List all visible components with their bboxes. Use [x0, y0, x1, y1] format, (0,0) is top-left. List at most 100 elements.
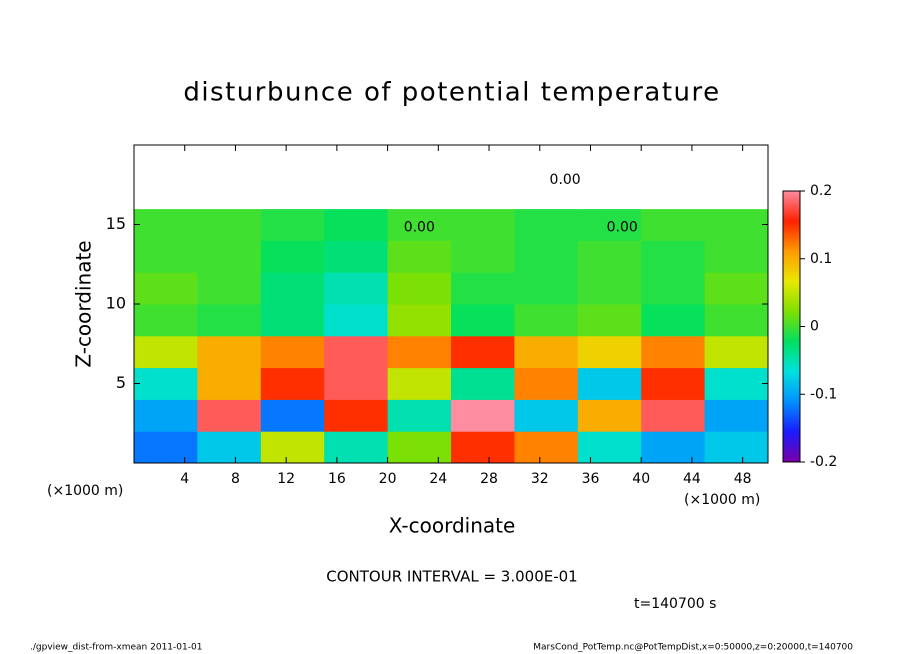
heat-cell [577, 240, 642, 273]
heat-cell [451, 399, 515, 432]
heat-cell [197, 399, 262, 432]
heat-cell [387, 367, 452, 400]
contour-interval: CONTOUR INTERVAL = 3.000E-01 [326, 568, 577, 586]
x-tick-label: 12 [277, 471, 295, 487]
colorbar-tick-label: 0.2 [810, 183, 832, 199]
footer-left: ./gpview_dist-from-xmean 2011-01-01 [30, 643, 202, 653]
heat-cell [387, 208, 452, 241]
heat-cell [514, 367, 579, 400]
x-tick-label: 48 [734, 471, 752, 487]
heat-cell [260, 304, 325, 337]
contour-label: 0.00 [550, 172, 581, 188]
heat-cell [324, 367, 389, 400]
heat-cell [387, 335, 452, 369]
contour-label: 0.00 [404, 220, 435, 236]
heat-cell [514, 145, 579, 178]
heat-cell [197, 145, 262, 178]
heat-cell [704, 145, 769, 178]
x-tick-label: 36 [582, 471, 600, 487]
y-unit: (×1000 m) [47, 483, 123, 499]
heat-cell [197, 240, 262, 273]
heat-cell [704, 367, 769, 400]
heat-cell [641, 272, 706, 305]
x-unit: (×1000 m) [684, 492, 760, 508]
x-tick-label: 44 [683, 471, 701, 487]
y-axis-label: Z-coordinate [72, 240, 96, 367]
heat-cell [134, 176, 198, 210]
heat-cell [514, 208, 579, 241]
heat-cell [704, 431, 769, 464]
x-tick-label: 4 [180, 471, 189, 487]
heat-cell [260, 208, 325, 241]
heat-cell [577, 208, 642, 241]
heat-cell [134, 272, 198, 305]
heat-cell [197, 272, 262, 305]
heat-cell [197, 431, 262, 464]
colorbar-tick-label: -0.1 [810, 386, 837, 402]
heat-cell [451, 304, 515, 337]
heat-cell [704, 176, 769, 210]
heat-cell [324, 240, 389, 273]
heat-cell [641, 399, 706, 432]
heat-cell [134, 208, 198, 241]
heat-cell [577, 272, 642, 305]
heat-cell [324, 208, 389, 241]
heat-cell [260, 431, 325, 464]
heat-cell [514, 176, 579, 210]
heat-cell [134, 367, 198, 400]
heat-cell [577, 304, 642, 337]
heat-cell [704, 335, 769, 369]
heat-cell [324, 176, 389, 210]
x-tick-label: 16 [328, 471, 346, 487]
heat-cell [577, 176, 642, 210]
heat-cell [451, 145, 515, 178]
heat-cell [387, 399, 452, 432]
heat-cell [451, 272, 515, 305]
heat-cell [387, 176, 452, 210]
heat-cell [324, 272, 389, 305]
heat-cell [451, 335, 515, 369]
x-tick-label: 24 [429, 471, 447, 487]
y-tick-label: 10 [106, 294, 126, 313]
heat-cell [451, 431, 515, 464]
heat-cell [641, 176, 706, 210]
heat-cell [704, 240, 769, 273]
heat-cell [514, 304, 579, 337]
heat-cell [387, 431, 452, 464]
heat-cell [641, 240, 706, 273]
heat-cell [641, 335, 706, 369]
heat-cell [514, 272, 579, 305]
heat-cell [514, 335, 579, 369]
heat-cell [514, 431, 579, 464]
contour-label: 0.00 [607, 220, 638, 236]
heat-cell [451, 176, 515, 210]
chart-title: disturbunce of potential temperature [183, 78, 720, 108]
heat-cell [451, 240, 515, 273]
heat-cell [641, 208, 706, 241]
heat-cell [514, 240, 579, 273]
heat-cell [641, 145, 706, 178]
x-axis-label: X-coordinate [389, 514, 516, 538]
heat-cell [197, 208, 262, 241]
heat-cell [260, 240, 325, 273]
heat-cell [641, 304, 706, 337]
x-tick-label: 20 [379, 471, 397, 487]
heat-cell [577, 367, 642, 400]
heat-cell [260, 367, 325, 400]
heat-cell [324, 145, 389, 178]
x-tick-label: 28 [480, 471, 498, 487]
heat-cell [260, 272, 325, 305]
heat-cell [641, 367, 706, 400]
heat-cell [387, 145, 452, 178]
heat-cell [197, 176, 262, 210]
heat-cell [577, 399, 642, 432]
heat-cell [260, 335, 325, 369]
y-tick-label: 15 [106, 214, 126, 233]
heat-cell [704, 304, 769, 337]
heat-cell [641, 431, 706, 464]
heat-cell [324, 304, 389, 337]
x-tick-label: 32 [531, 471, 549, 487]
x-tick-label: 8 [231, 471, 240, 487]
heat-cell [134, 399, 198, 432]
heat-cell [260, 399, 325, 432]
